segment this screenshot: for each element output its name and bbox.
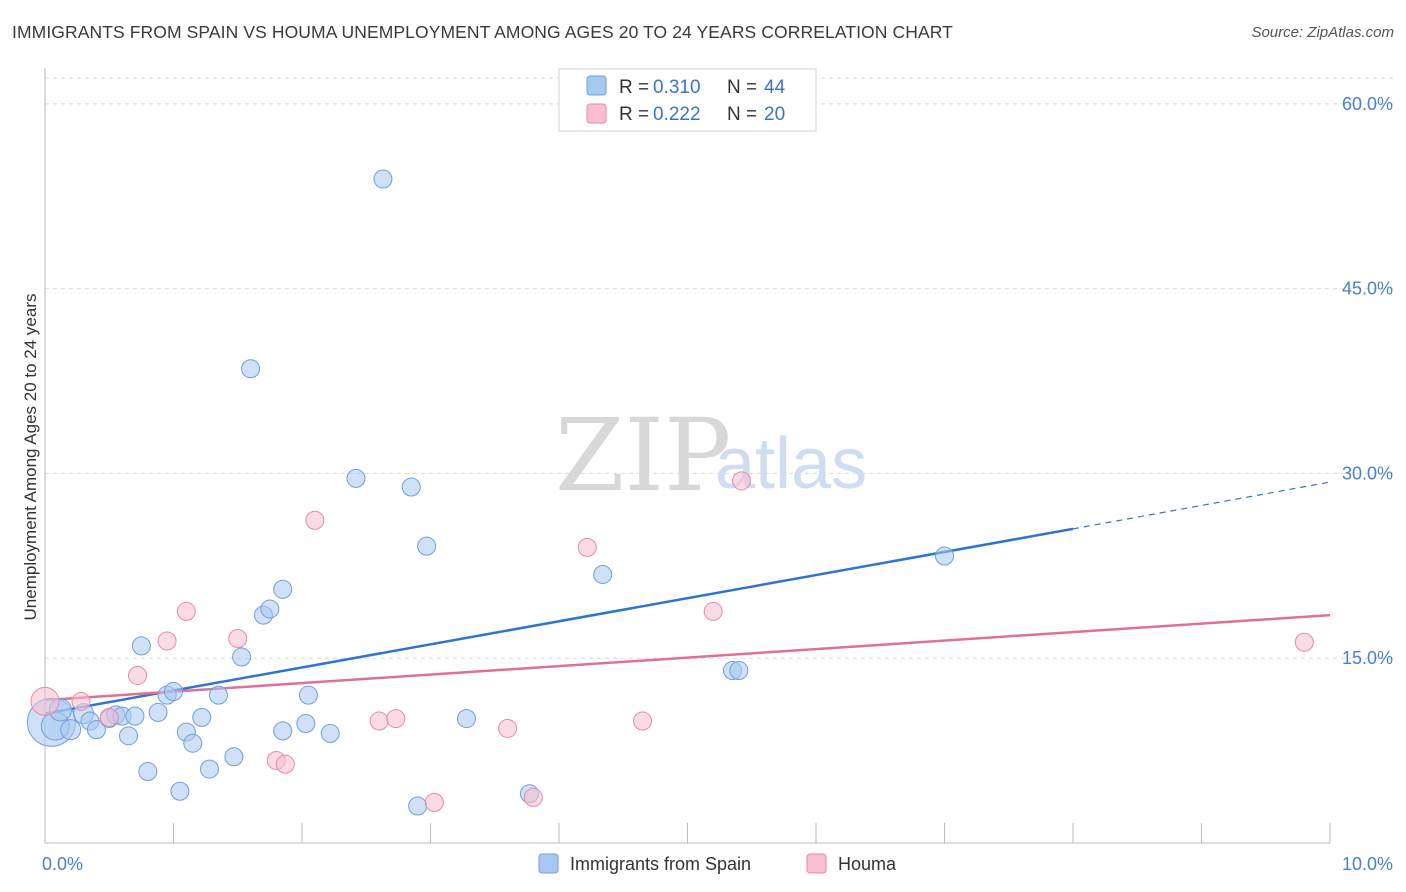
legend-swatch-blue — [586, 75, 607, 96]
spain-point — [60, 719, 82, 741]
houma-point — [424, 792, 444, 812]
series-legend-label-houma: Houma — [838, 854, 897, 874]
legend-swatch-pink — [586, 103, 607, 124]
houma-point — [157, 631, 177, 651]
houma-point — [633, 711, 653, 731]
y-tick-label: 45.0% — [1342, 279, 1393, 299]
spain-point — [131, 636, 151, 656]
spain-point — [273, 721, 293, 741]
trend-lines — [44, 481, 1331, 715]
spain-point — [199, 759, 219, 779]
spain-point — [273, 579, 293, 599]
x-tick-label: 10.0% — [1342, 854, 1393, 874]
watermark-zip: ZIP — [555, 397, 731, 514]
spain-point — [593, 564, 613, 584]
data-points — [26, 169, 1314, 816]
legend-r-label-2: R = — [619, 104, 649, 125]
houma-point — [731, 471, 751, 491]
houma-point — [386, 709, 406, 729]
legend-n-value-2: 20 — [764, 104, 785, 125]
legend-r-value-1: 0.310 — [653, 77, 701, 98]
houma-point — [577, 537, 597, 557]
y-axis-label: Unemployment Among Ages 20 to 24 years — [21, 294, 40, 621]
series-legend-swatch-spain — [538, 853, 559, 874]
houma-trend-line — [44, 613, 1331, 702]
spain-point — [208, 685, 228, 705]
spain-point — [296, 714, 316, 734]
spain-point — [298, 685, 318, 705]
spain-point — [170, 781, 190, 801]
spain-point — [373, 169, 393, 189]
legend-n-label-2: N = — [727, 104, 757, 125]
spain-point — [119, 726, 139, 746]
spain-point — [456, 709, 476, 729]
houma-point — [99, 707, 119, 727]
legend-n-label-1: N = — [727, 77, 757, 98]
houma-point — [275, 754, 295, 774]
series-legend-swatch-houma — [806, 853, 827, 874]
spain-trend-line — [44, 527, 1074, 715]
x-tick-labels: 0.0% 10.0% — [42, 854, 1393, 874]
houma-point — [369, 711, 389, 731]
houma-point — [128, 665, 148, 685]
houma-point — [703, 601, 723, 621]
spain-point — [232, 647, 252, 667]
spain-point — [138, 762, 158, 782]
correlation-legend: R = 0.310 N = 44 R = 0.222 N = 20 — [558, 68, 817, 132]
y-tick-label: 15.0% — [1342, 648, 1393, 668]
houma-point — [71, 691, 91, 711]
houma-point — [30, 686, 60, 716]
spain-point — [935, 546, 954, 566]
watermark: ZIP atlas — [555, 397, 867, 514]
watermark-atlas: atlas — [715, 424, 867, 504]
spain-point — [320, 723, 340, 743]
y-tick-labels: 15.0% 30.0% 45.0% 60.0% — [1342, 94, 1393, 668]
y-tick-label: 30.0% — [1342, 463, 1393, 483]
spain-point — [346, 468, 366, 488]
y-tick-label: 60.0% — [1342, 94, 1393, 114]
series-legend: Immigrants from Spain Houma — [538, 853, 897, 874]
spain-point — [401, 477, 421, 497]
houma-point — [228, 629, 248, 649]
houma-point — [1294, 632, 1314, 652]
houma-point — [305, 510, 325, 530]
houma-point — [176, 601, 196, 621]
houma-point — [523, 787, 543, 807]
spain-trend-extension — [1072, 481, 1331, 530]
spain-point — [183, 733, 203, 753]
spain-point — [86, 720, 106, 740]
source-note: Source: ZipAtlas.com — [1251, 24, 1394, 41]
spain-point — [164, 681, 183, 701]
legend-n-value-1: 44 — [764, 77, 786, 98]
spain-point — [241, 359, 261, 379]
chart-title: IMMIGRANTS FROM SPAIN VS HOUMA UNEMPLOYM… — [12, 22, 953, 42]
houma-point — [498, 718, 518, 738]
spain-point — [125, 706, 145, 726]
series-legend-label-spain: Immigrants from Spain — [570, 854, 751, 874]
spain-point — [417, 536, 437, 556]
x-tick-label: 0.0% — [42, 854, 83, 874]
spain-point — [148, 702, 168, 722]
spain-point — [224, 747, 244, 767]
legend-r-label-1: R = — [619, 77, 649, 98]
spain-point — [729, 661, 749, 681]
axes — [44, 68, 1331, 844]
spain-point — [260, 599, 280, 619]
spain-point — [408, 796, 428, 816]
legend-r-value-2: 0.222 — [653, 104, 701, 125]
spain-point — [192, 707, 212, 727]
